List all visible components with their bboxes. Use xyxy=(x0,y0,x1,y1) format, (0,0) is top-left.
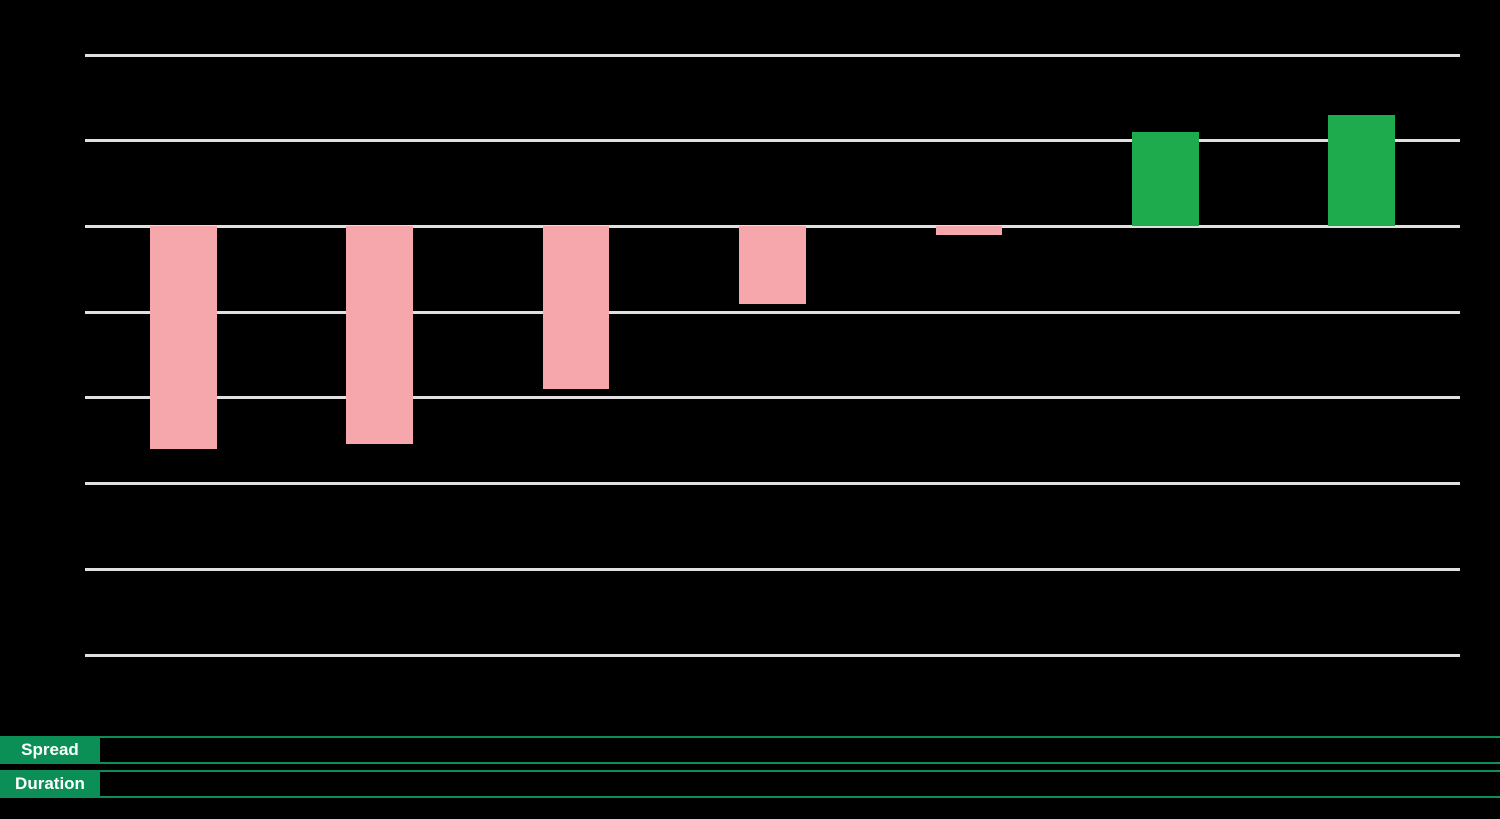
bar-chart xyxy=(85,55,1460,655)
bar-c7 xyxy=(1328,115,1395,226)
bar-c6 xyxy=(1132,132,1199,226)
bar-c2 xyxy=(346,226,413,444)
duration-label: Duration xyxy=(0,770,100,798)
bar-c5 xyxy=(936,226,1003,235)
gridline xyxy=(85,311,1460,314)
spread-data-strip xyxy=(100,736,1500,764)
duration-data-strip xyxy=(100,770,1500,798)
spread-label: Spread xyxy=(0,736,100,764)
gridline xyxy=(85,139,1460,142)
spread-row: Spread xyxy=(0,736,1500,764)
gridline xyxy=(85,396,1460,399)
bar-c3 xyxy=(543,226,610,389)
bar-c1 xyxy=(150,226,217,449)
gridline xyxy=(85,54,1460,57)
gridline xyxy=(85,482,1460,485)
gridline xyxy=(85,568,1460,571)
bar-c4 xyxy=(739,226,806,303)
gridline xyxy=(85,654,1460,657)
duration-row: Duration xyxy=(0,770,1500,798)
